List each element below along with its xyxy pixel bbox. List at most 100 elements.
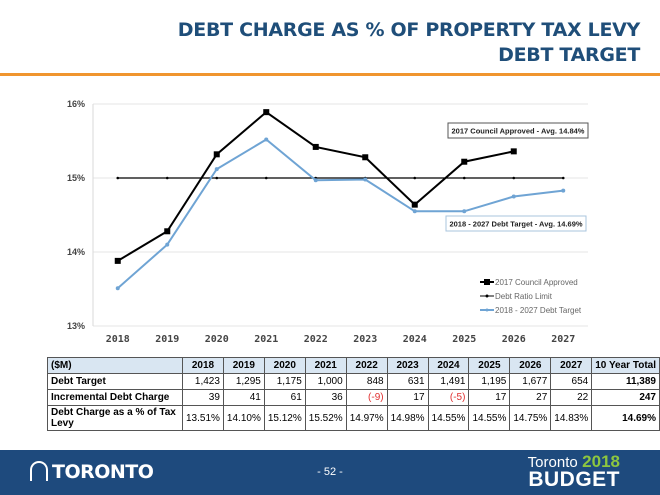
table-cell: 22 <box>550 389 593 406</box>
table-cell: 631 <box>386 373 429 390</box>
table-header-label: ($M) <box>47 357 183 374</box>
page-number: - 52 - <box>317 466 343 478</box>
data-point <box>313 178 318 183</box>
data-point <box>561 176 565 180</box>
table-cell: (-9) <box>345 389 388 406</box>
table-row: Debt Target 1,423 1,295 1,175 1,000 848 631 1,4… <box>47 373 660 390</box>
table-cell: 14.83% <box>550 405 593 431</box>
table-cell: 1,195 <box>468 373 511 390</box>
budget-city: Toronto <box>527 454 578 471</box>
data-point <box>214 167 219 172</box>
data-point <box>411 201 418 208</box>
table-cell: 14.10% <box>222 405 265 431</box>
table-header-cell: 2018 <box>182 357 224 374</box>
table-cell: 39 <box>182 389 224 406</box>
data-point <box>165 242 170 247</box>
annotation-box <box>445 215 587 232</box>
x-tick-label: 2025 <box>452 334 476 345</box>
annotation-box <box>447 122 589 139</box>
x-tick-label: 2021 <box>254 334 278 345</box>
data-point <box>412 209 417 214</box>
legend-marker <box>484 279 490 285</box>
table-cell: 61 <box>263 389 306 406</box>
data-point <box>114 257 121 264</box>
table-row: Debt Charge as a % of Tax Levy 13.51% 14.1… <box>47 405 660 431</box>
row-label: Debt Target <box>47 373 183 390</box>
table-cell: 1,677 <box>509 373 552 390</box>
data-point <box>511 194 516 199</box>
budget-year: 2018 <box>582 452 620 471</box>
table-row: Incremental Debt Charge 39 41 61 36 (-9) 17 (-5… <box>47 389 660 406</box>
title-divider <box>0 73 660 76</box>
data-point <box>165 176 169 180</box>
table-header-cell: 2019 <box>222 357 265 374</box>
table-header-cell: 2022 <box>345 357 388 374</box>
legend-marker <box>485 294 489 298</box>
row-total: 247 <box>591 389 660 406</box>
data-point <box>264 176 268 180</box>
table-cell: 14.97% <box>345 405 388 431</box>
x-tick-label: 2018 <box>106 334 130 345</box>
data-point <box>561 188 566 193</box>
budget-word: BUDGET <box>528 468 620 491</box>
legend-label: 2017 Council Approved <box>495 278 578 287</box>
page-title: DEBT CHARGE AS % OF PROPERTY TAX LEVY DE… <box>177 18 641 68</box>
y-tick-label: 15% <box>67 173 85 183</box>
row-label: Incremental Debt Charge <box>47 389 183 406</box>
data-point <box>462 209 467 214</box>
table-cell: 14.55% <box>468 405 511 431</box>
legend-label: Debt Ratio Limit <box>495 292 553 301</box>
table-cell: 14.55% <box>427 405 470 431</box>
logo-text: TORONTO <box>52 461 154 483</box>
table-cell: 1,000 <box>304 373 347 390</box>
x-tick-label: 2024 <box>403 334 427 345</box>
y-tick-label: 13% <box>67 321 85 331</box>
title-line-1: DEBT CHARGE AS % OF PROPERTY TAX LEVY <box>177 19 641 41</box>
table-header-cell: 2020 <box>263 357 306 374</box>
data-point <box>362 154 369 161</box>
data-point <box>413 176 417 180</box>
table-cell: 15.12% <box>263 405 306 431</box>
annotation-text: 2017 Council Approved - Avg. 14.84% <box>452 127 585 136</box>
y-tick-label: 14% <box>67 247 85 257</box>
x-tick-label: 2026 <box>502 334 526 345</box>
x-tick-label: 2020 <box>205 334 229 345</box>
x-tick-label: 2027 <box>551 334 575 345</box>
data-point <box>164 228 171 235</box>
title-line-2: DEBT TARGET <box>498 44 640 66</box>
table-cell: 14.75% <box>509 405 552 431</box>
toronto-logo: TORONTO <box>30 461 154 483</box>
table-header-cell: 10 Year Total <box>591 357 660 374</box>
table-cell: 1,423 <box>182 373 224 390</box>
table-cell: 1,491 <box>427 373 470 390</box>
row-total: 11,389 <box>591 373 660 390</box>
table-cell: 36 <box>304 389 347 406</box>
series-line-2018-2027-debt-target <box>117 138 564 290</box>
data-point <box>462 176 466 180</box>
x-tick-label: 2019 <box>155 334 179 345</box>
table-header-row: ($M) 2018 2019 2020 2021 2022 2023 2024 2025 2026… <box>47 357 660 374</box>
data-point <box>312 143 319 150</box>
table-cell: 14.98% <box>386 405 429 431</box>
legend-marker <box>485 308 489 312</box>
city-hall-icon <box>30 461 48 481</box>
table-header-cell: 2026 <box>509 357 552 374</box>
table-cell: 27 <box>509 389 552 406</box>
x-tick-label: 2023 <box>353 334 377 345</box>
y-tick-label: 16% <box>67 99 85 109</box>
annotation-text: 2018 - 2027 Debt Target - Avg. 14.69% <box>449 220 582 229</box>
debt-chart: 13% 14% 15% 16% 2018 2019 2020 2021 2022 2023 2024… <box>67 99 589 345</box>
data-point <box>510 148 517 155</box>
data-point <box>215 176 219 180</box>
row-label: Debt Charge as a % of Tax Levy <box>47 405 183 431</box>
data-point <box>213 151 220 158</box>
table-cell: (-5) <box>427 389 470 406</box>
table-header-cell: 2027 <box>550 357 593 374</box>
x-tick-label: 2022 <box>304 334 328 345</box>
table-cell: 15.52% <box>304 405 347 431</box>
data-point <box>264 137 269 142</box>
table-header-cell: 2025 <box>468 357 511 374</box>
data-point <box>115 286 120 291</box>
table-cell: 1,175 <box>263 373 306 390</box>
data-point <box>263 109 270 116</box>
